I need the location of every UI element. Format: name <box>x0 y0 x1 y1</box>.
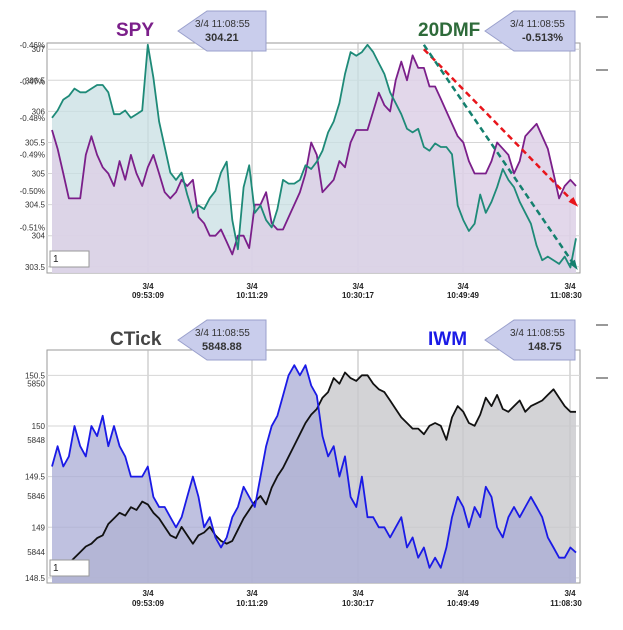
bottom-panel: 150.5 150 149.5 149 148.5 5850 5848 5846 5844 3… <box>25 319 582 608</box>
x-axis-time-label: 09:53:09 <box>132 291 165 300</box>
left-axis-tick-label: 149.5 <box>25 473 46 482</box>
x-axis-date-label: 3/4 <box>352 282 364 291</box>
bottom-series-lines <box>51 364 577 573</box>
x-axis-date-label: 3/4 <box>564 282 576 291</box>
teal-trendline-arrowhead <box>569 259 578 271</box>
left-axis-tick-label: 149 <box>32 523 46 532</box>
spy-title: SPY <box>116 20 154 41</box>
x-axis-time-label: 10:11:29 <box>236 599 268 608</box>
x-axis-date-label: 3/4 <box>142 282 154 291</box>
iwm-bubble-shape <box>484 319 576 361</box>
x-axis-date-label: 3/4 <box>246 589 258 598</box>
left-axis-tick-label: 306.5 <box>25 76 46 85</box>
right-axis-tick-label: -0.49% <box>20 150 45 159</box>
left-axis-tick-label: 303.5 <box>25 263 46 272</box>
x-axis-date-label: 3/4 <box>564 589 576 598</box>
bottom-row-input-value: 1 <box>53 563 59 574</box>
iwm-bubble-value: 148.75 <box>528 341 562 353</box>
top-left-axis-ticks: 307 306.5 306 305.5 305 304.5 304 303.5 <box>25 45 46 272</box>
x-axis-time-label: 10:49:49 <box>447 599 480 608</box>
left-axis-tick-label: 150 <box>32 422 46 431</box>
right-axis-tick-label: -0.47% <box>20 77 45 86</box>
spy-value-bubble: 3/4 11:08:55 304.21 <box>177 10 267 52</box>
iwm-value-bubble: 3/4 11:08:55 148.75 <box>484 319 576 361</box>
left-axis-tick-label: 305 <box>32 170 46 179</box>
right-axis-tick-label: 5848 <box>27 436 45 445</box>
bottom-right-axis-ticks: 5850 5848 5846 5844 <box>27 380 45 557</box>
iwm-bubble-timestamp: 3/4 11:08:55 <box>510 328 565 339</box>
dmf-bubble-value: -0.513% <box>522 32 563 44</box>
x-axis-date-label: 3/4 <box>352 589 364 598</box>
top-row-input-value: 1 <box>53 254 59 265</box>
x-axis-time-label: 11:08:30 <box>550 599 582 608</box>
red-trendline-arrowhead <box>568 197 579 207</box>
x-axis-date-label: 3/4 <box>142 589 154 598</box>
20dmf-series-line <box>51 43 577 269</box>
right-axis-tick-label: 5844 <box>27 548 45 557</box>
left-axis-tick-label: 307 <box>32 45 46 54</box>
left-axis-tick-label: 304 <box>32 232 46 241</box>
spy-bubble-timestamp: 3/4 11:08:55 <box>195 19 250 30</box>
x-axis-time-label: 10:11:29 <box>236 291 268 300</box>
ctick-bubble-shape <box>177 319 267 361</box>
x-axis-date-label: 3/4 <box>457 589 469 598</box>
top-row-input[interactable]: 1 <box>49 250 90 268</box>
ctick-title: CTick <box>110 329 162 350</box>
top-series-lines <box>51 43 577 269</box>
top-row-input-box[interactable] <box>49 250 90 268</box>
spy-bubble-shape <box>177 10 267 52</box>
spy-bubble-value: 304.21 <box>205 32 239 44</box>
iwm-series-line <box>51 364 577 569</box>
x-axis-time-label: 09:53:09 <box>132 599 165 608</box>
bottom-x-axis-labels: 3/409:53:093/410:11:293/410:30:173/410:4… <box>132 589 582 608</box>
right-axis-tick-label: 5850 <box>27 380 45 389</box>
dmf-bubble-shape <box>484 10 576 52</box>
right-axis-tick-label: 5846 <box>27 492 45 501</box>
left-axis-tick-label: 305.5 <box>25 138 46 147</box>
left-axis-tick-label: 148.5 <box>25 574 46 583</box>
x-axis-time-label: 11:08:30 <box>550 291 582 300</box>
dmf-value-bubble: 3/4 11:08:55 -0.513% <box>484 10 576 52</box>
teal-trendline <box>422 44 578 269</box>
top-x-axis-labels: 3/409:53:093/410:11:293/410:30:173/410:4… <box>132 282 582 300</box>
right-axis-tick-label: -0.46% <box>20 41 45 50</box>
red-trendline <box>422 48 577 206</box>
iwm-title: IWM <box>428 329 467 350</box>
left-axis-tick-label: 304.5 <box>25 201 46 210</box>
x-axis-time-label: 10:30:17 <box>342 599 375 608</box>
ctick-value-bubble: 3/4 11:08:55 5848.88 <box>177 319 267 361</box>
x-axis-time-label: 10:49:49 <box>447 291 480 300</box>
ctick-series-line <box>51 371 576 573</box>
top-trendlines <box>422 44 579 271</box>
ctick-bubble-timestamp: 3/4 11:08:55 <box>195 328 250 339</box>
left-axis-tick-label: 306 <box>32 107 46 116</box>
top-right-axis-ticks: -0.46% -0.47% -0.48% -0.49% -0.50% -0.51% <box>20 41 45 233</box>
right-axis-tick-label: -0.50% <box>20 187 45 196</box>
right-axis-tick-label: -0.51% <box>20 223 45 232</box>
x-axis-date-label: 3/4 <box>246 282 258 291</box>
dmf-title: 20DMF <box>418 20 480 41</box>
x-axis-date-label: 3/4 <box>457 282 469 291</box>
x-axis-time-label: 10:30:17 <box>342 291 375 300</box>
left-axis-tick-label: 150.5 <box>25 371 46 380</box>
ctick-bubble-value: 5848.88 <box>202 341 242 353</box>
bottom-row-input[interactable]: 1 <box>49 559 90 577</box>
spy-series-line <box>51 54 577 256</box>
bottom-row-input-box[interactable] <box>49 559 90 577</box>
right-axis-tick-label: -0.48% <box>20 114 45 123</box>
dmf-bubble-timestamp: 3/4 11:08:55 <box>510 19 565 30</box>
bottom-left-axis-ticks: 150.5 150 149.5 149 148.5 <box>25 371 46 583</box>
